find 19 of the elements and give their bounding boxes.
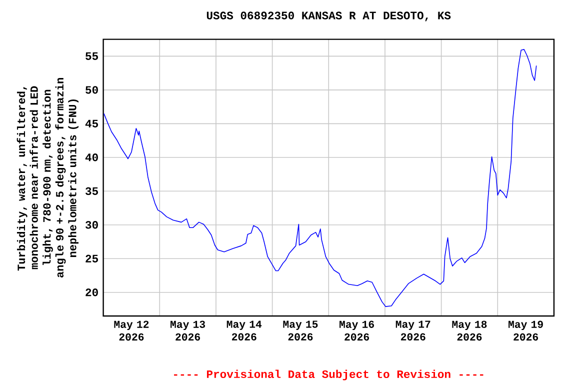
text: ---- Provisional Data Subject to Revision ---- xyxy=(174,370,484,380)
y-tick-label: 50 xyxy=(86,86,98,94)
x-tick-label: May 18 2026 xyxy=(452,320,487,341)
x-tick-label: May 19 2026 xyxy=(508,320,543,341)
y-tick-label: 20 xyxy=(86,288,98,296)
y-tick-label: 55 xyxy=(86,52,98,60)
chart-title: USGS 06892350 KANSAS R AT DESOTO, KS xyxy=(206,12,451,22)
y-tick-label: 30 xyxy=(86,221,98,229)
y-axis-title: Turbidity, water, unfiltered, monochrome near infra-red LED light, 780-900 nm, detection angle 90 +-2.5 degrees, formazin nephelometric units (FNU) xyxy=(16,78,78,278)
y-tick-label: 40 xyxy=(85,154,98,162)
x-tick-label: May 12 2026 xyxy=(114,320,149,341)
x-tick-label: May 15 2026 xyxy=(283,320,318,341)
y-tick-label: 35 xyxy=(86,187,98,196)
x-tick-label: May 14 2026 xyxy=(226,320,262,341)
x-tick-label: May 17 2026 xyxy=(396,320,430,341)
x-tick-label: May 13 2026 xyxy=(170,320,206,341)
y-tick-label: 25 xyxy=(86,254,98,263)
x-tick-label: May 16 2026 xyxy=(340,320,374,341)
y-tick-label: 45 xyxy=(85,120,98,128)
